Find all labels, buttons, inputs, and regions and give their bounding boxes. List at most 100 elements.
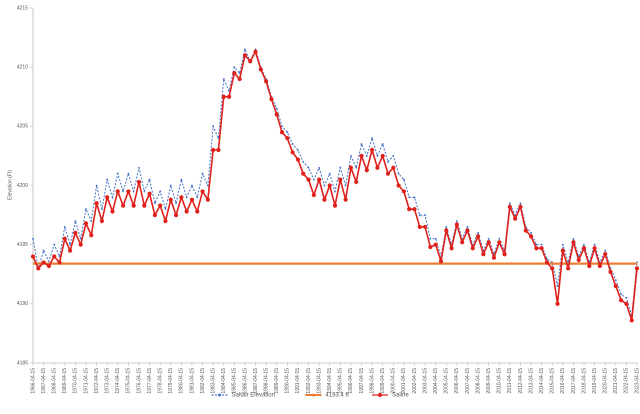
data-point bbox=[523, 228, 528, 233]
data-point bbox=[264, 79, 269, 84]
data-point bbox=[507, 204, 512, 209]
x-tick-label: 1988-04-15 bbox=[263, 368, 269, 394]
data-point bbox=[359, 153, 364, 159]
data-point bbox=[498, 237, 501, 240]
x-tick-label: 2006-04-15 bbox=[454, 368, 460, 394]
data-point bbox=[418, 214, 421, 216]
data-point bbox=[291, 143, 294, 145]
x-tick-label: 1984-04-15 bbox=[221, 368, 227, 394]
data-point bbox=[540, 243, 543, 246]
data-point bbox=[397, 172, 400, 175]
x-tick-label: 1969-04-15 bbox=[62, 368, 68, 394]
data-point bbox=[438, 259, 444, 264]
data-point bbox=[460, 240, 465, 245]
x-tick-label: 1972-04-15 bbox=[94, 368, 100, 394]
data-point bbox=[613, 283, 618, 289]
data-point bbox=[212, 125, 215, 128]
data-point bbox=[312, 178, 315, 181]
data-point bbox=[79, 237, 82, 240]
x-tick-label: 1998-04-15 bbox=[369, 368, 375, 394]
x-tick-label: 1970-04-15 bbox=[73, 368, 79, 394]
legend-marker bbox=[311, 393, 315, 397]
data-point bbox=[466, 226, 469, 228]
legend-marker bbox=[218, 393, 222, 397]
data-point bbox=[360, 143, 363, 145]
data-point bbox=[185, 196, 188, 199]
data-point bbox=[539, 246, 544, 251]
x-tick-label: 1981-04-15 bbox=[189, 368, 195, 394]
data-point bbox=[381, 143, 384, 145]
x-tick-label: 2008-04-15 bbox=[475, 368, 481, 394]
data-point bbox=[195, 209, 200, 214]
x-tick-label: 1999-04-15 bbox=[380, 368, 386, 394]
x-tick-label: 1967-04-15 bbox=[41, 368, 47, 394]
data-point bbox=[127, 172, 130, 175]
data-point bbox=[286, 131, 289, 134]
data-point bbox=[560, 248, 565, 253]
data-point bbox=[620, 293, 623, 296]
data-point bbox=[571, 240, 576, 245]
data-point bbox=[561, 243, 564, 246]
data-point bbox=[110, 209, 115, 214]
data-point bbox=[581, 246, 587, 251]
data-point bbox=[576, 257, 581, 263]
data-point bbox=[221, 94, 226, 99]
data-point bbox=[90, 220, 93, 222]
data-point bbox=[46, 263, 51, 269]
data-point bbox=[42, 249, 45, 252]
y-tick-label: 4210 bbox=[17, 64, 28, 70]
data-point bbox=[391, 165, 396, 170]
data-point bbox=[625, 297, 628, 299]
legend: Saltair Elevation 4193.4 ft Saline bbox=[211, 393, 409, 399]
data-point bbox=[604, 249, 607, 252]
data-point bbox=[78, 242, 83, 247]
data-point bbox=[619, 298, 624, 303]
data-point bbox=[402, 178, 405, 181]
data-point bbox=[47, 260, 50, 263]
data-point bbox=[429, 237, 432, 240]
x-tick-label: 2011-04-15 bbox=[507, 368, 513, 393]
data-point bbox=[206, 184, 209, 187]
data-point bbox=[290, 150, 295, 155]
data-point bbox=[433, 242, 438, 247]
data-point bbox=[99, 218, 105, 224]
data-point bbox=[380, 153, 385, 159]
x-tick-label: 2015-04-15 bbox=[550, 368, 556, 394]
x-tick-label: 1966-04-15 bbox=[30, 368, 36, 394]
y-tick-label: 4185 bbox=[17, 360, 28, 366]
data-point bbox=[470, 246, 475, 251]
x-tick-label: 2016-04-15 bbox=[560, 368, 566, 394]
data-point bbox=[269, 97, 274, 102]
data-point bbox=[502, 252, 507, 257]
data-point bbox=[94, 201, 99, 206]
data-point bbox=[566, 266, 571, 271]
data-point bbox=[454, 222, 459, 227]
data-point bbox=[518, 204, 523, 209]
data-point bbox=[449, 246, 454, 251]
data-point bbox=[258, 67, 263, 72]
data-point bbox=[279, 130, 285, 135]
data-point bbox=[211, 147, 216, 153]
data-point bbox=[295, 157, 301, 162]
data-point bbox=[422, 224, 428, 230]
data-point bbox=[63, 226, 66, 228]
data-point bbox=[555, 301, 560, 306]
data-point bbox=[477, 231, 479, 234]
data-point bbox=[583, 243, 585, 246]
data-point bbox=[597, 263, 603, 269]
data-point bbox=[487, 237, 490, 240]
x-tick-label: 1971-04-15 bbox=[83, 368, 89, 394]
data-point bbox=[369, 147, 375, 153]
data-point bbox=[481, 252, 486, 257]
data-point bbox=[216, 147, 221, 153]
data-point bbox=[226, 94, 232, 99]
x-tick-label: 2001-04-15 bbox=[401, 368, 407, 394]
data-point bbox=[508, 202, 511, 205]
data-point bbox=[544, 260, 550, 265]
x-tick-label: 2020-04-15 bbox=[603, 368, 609, 394]
data-point bbox=[334, 190, 336, 193]
data-point bbox=[301, 171, 306, 176]
data-point bbox=[592, 246, 597, 251]
x-tick-label: 1997-04-15 bbox=[359, 368, 365, 394]
data-point bbox=[318, 166, 321, 169]
